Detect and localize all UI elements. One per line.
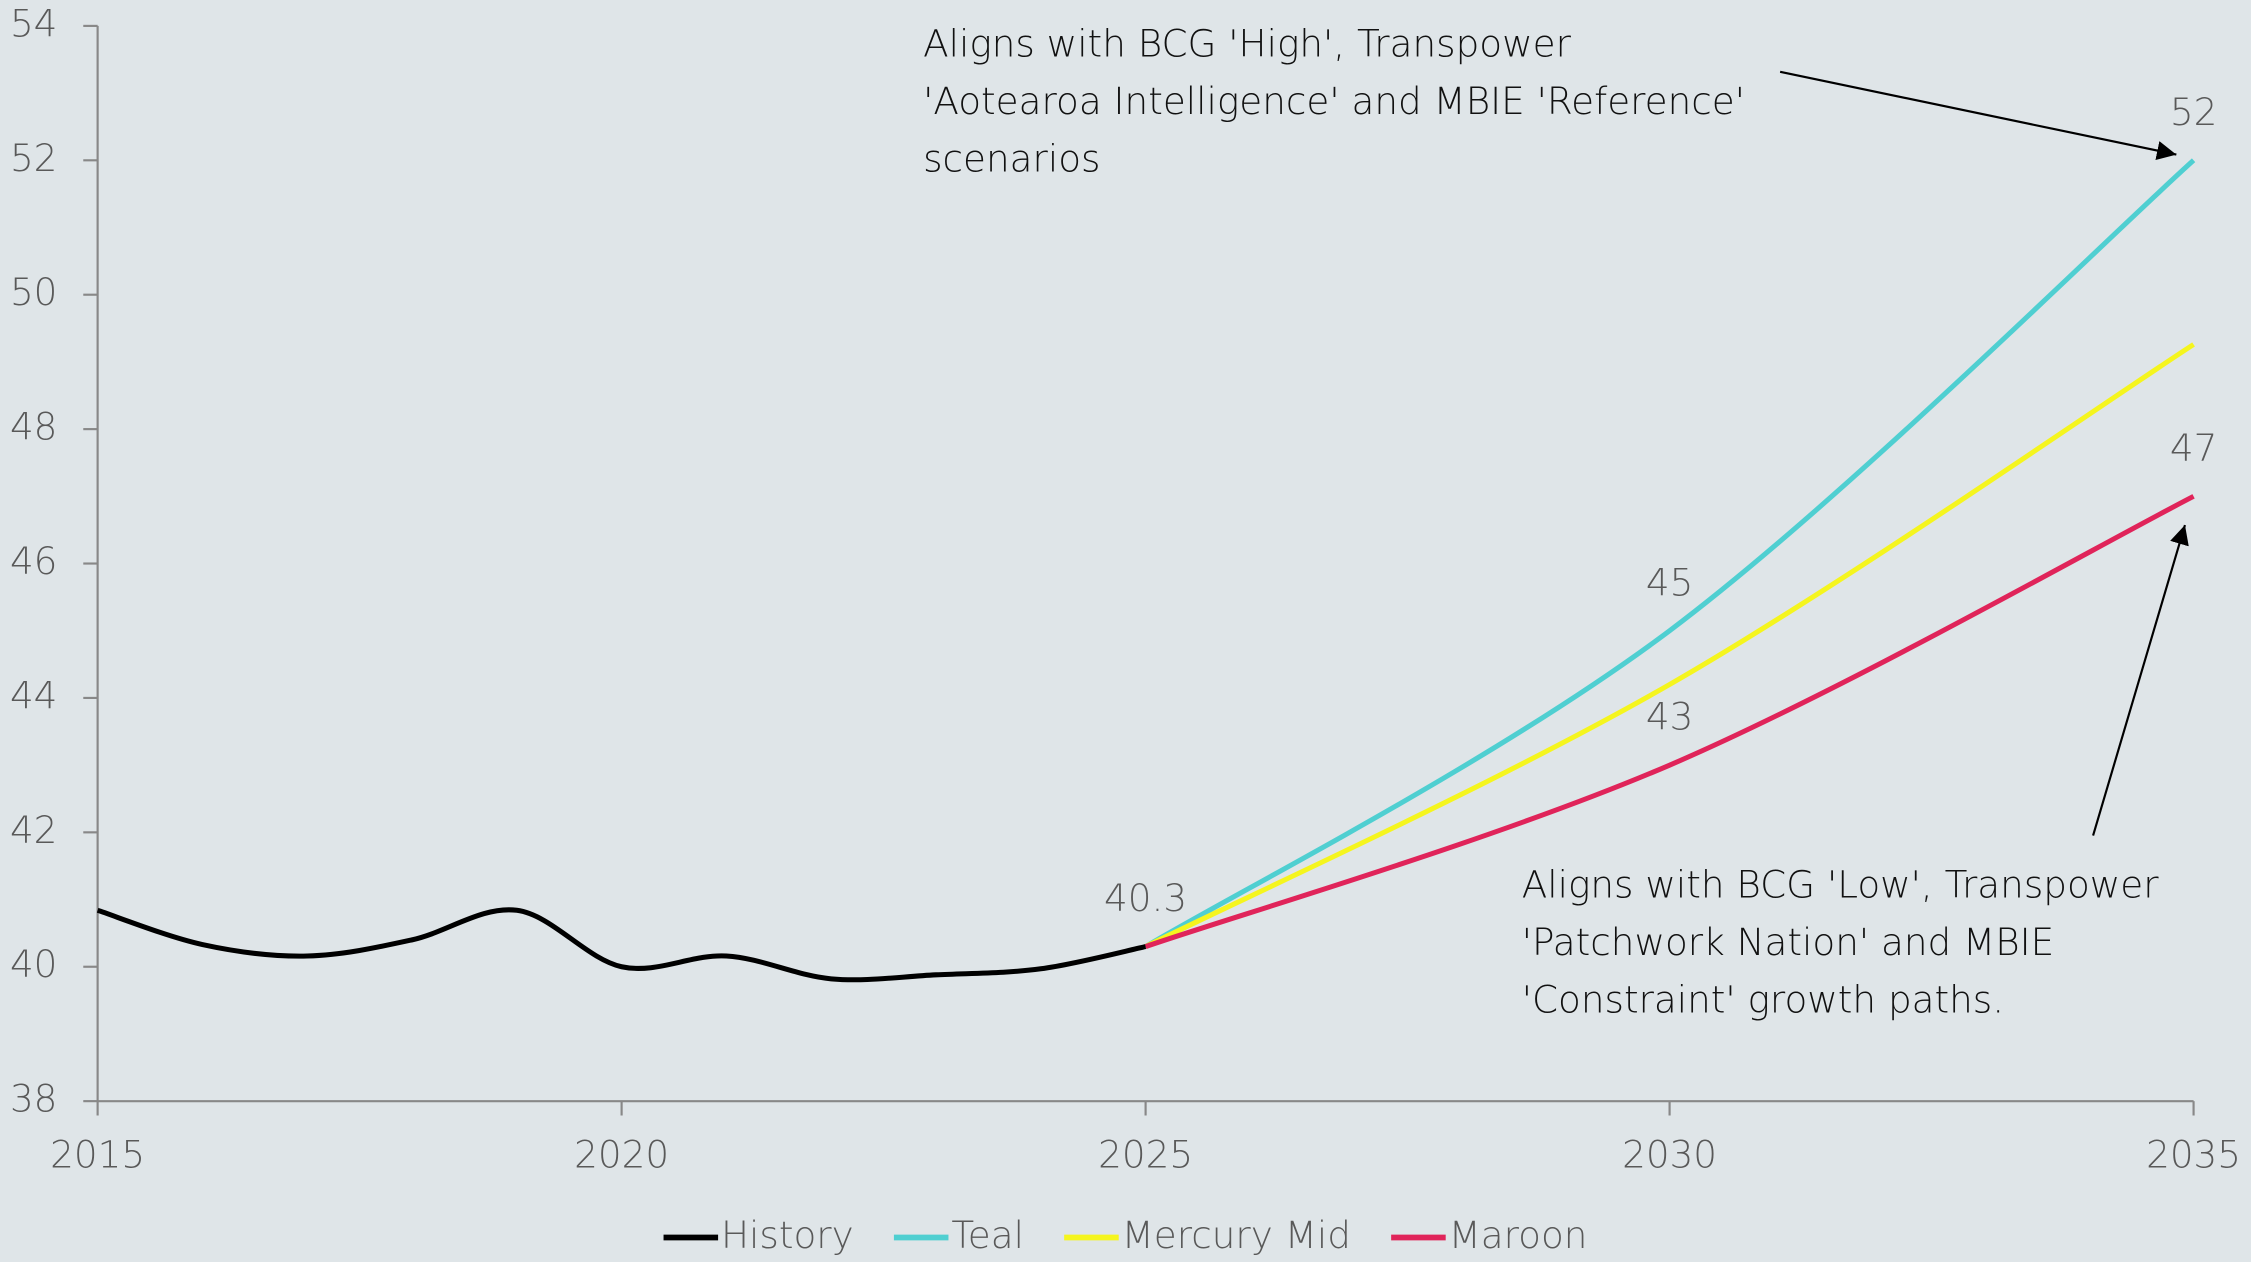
annotation: 'Constraint' growth paths. bbox=[1522, 978, 2004, 1022]
annotation: 'Patchwork Nation' and MBIE bbox=[1522, 920, 2055, 964]
annotation: Aligns with BCG 'High', Transpower bbox=[923, 21, 1572, 65]
line-series bbox=[1144, 158, 2196, 949]
annotation-arrow bbox=[2092, 524, 2189, 836]
data-label: 45 bbox=[1646, 560, 1693, 604]
y-tick-label: 44 bbox=[10, 673, 57, 717]
data-label: 47 bbox=[2170, 426, 2217, 470]
annotation-arrow bbox=[1779, 70, 2177, 161]
y-tick-label: 42 bbox=[10, 808, 57, 852]
y-tick-label: 46 bbox=[10, 539, 57, 583]
legend-label: Teal bbox=[951, 1213, 1024, 1257]
annotation: 'Aotearoa Intelligence' and MBIE 'Refere… bbox=[923, 79, 1745, 123]
data-label: 40.3 bbox=[1104, 876, 1187, 920]
y-tick-label: 38 bbox=[10, 1077, 57, 1121]
x-tick-label: 2020 bbox=[574, 1133, 669, 1177]
annotation: scenarios bbox=[923, 136, 1100, 180]
x-tick-label: 2030 bbox=[1622, 1133, 1717, 1177]
line-series bbox=[96, 907, 1147, 983]
data-label: 43 bbox=[1646, 695, 1693, 739]
x-tick-label: 2035 bbox=[2146, 1133, 2241, 1177]
x-tick-label: 2025 bbox=[1098, 1133, 1193, 1177]
y-tick-label: 54 bbox=[10, 1, 57, 45]
y-tick-label: 40 bbox=[10, 942, 57, 986]
legend-label: Mercury Mid bbox=[1122, 1213, 1351, 1257]
line-series bbox=[1144, 342, 2195, 949]
y-tick-label: 48 bbox=[10, 405, 57, 449]
legend-label: History bbox=[721, 1213, 854, 1257]
x-tick-label: 2015 bbox=[50, 1133, 145, 1177]
legend-label: Maroon bbox=[1449, 1213, 1588, 1257]
line-series bbox=[1144, 494, 2195, 949]
annotation: Aligns with BCG 'Low', Transpower bbox=[1522, 863, 2160, 907]
data-label: 52 bbox=[2170, 90, 2217, 134]
y-tick-label: 50 bbox=[10, 270, 57, 314]
y-tick-label: 52 bbox=[10, 136, 57, 180]
